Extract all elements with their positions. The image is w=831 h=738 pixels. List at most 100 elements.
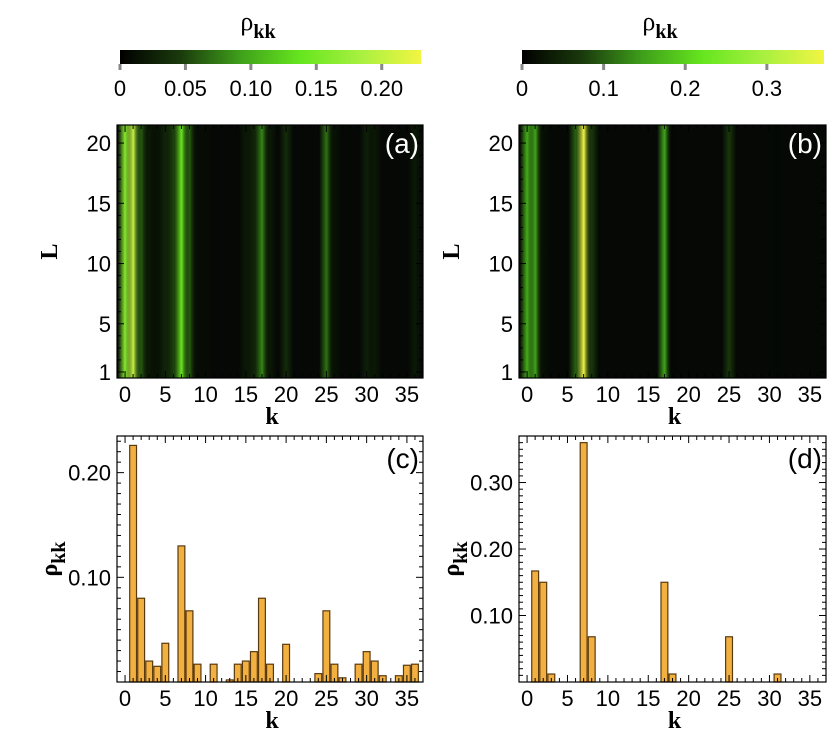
- bar: [322, 610, 331, 683]
- colorbar-tick-label: 0: [516, 76, 528, 101]
- heatmap-stripe: [367, 125, 382, 378]
- y-tick-label: 10: [87, 252, 111, 277]
- x-tick-label: 5: [159, 382, 171, 407]
- x-tick-label: 5: [561, 382, 573, 407]
- x-tick-label: 10: [596, 382, 620, 407]
- x-tick-label: 0: [521, 686, 533, 711]
- y-axis-label: ρkk: [37, 541, 70, 577]
- x-tick-label: 25: [314, 686, 338, 711]
- x-tick-label: 5: [561, 686, 573, 711]
- x-tick-label: 15: [234, 686, 258, 711]
- x-tick-label: 30: [354, 686, 378, 711]
- y-tick-label: 1: [99, 360, 111, 385]
- colorbar-tick-label: 0: [114, 76, 126, 101]
- x-axis-label: k: [265, 708, 279, 734]
- heatmap-stripe: [262, 125, 278, 378]
- heatmap-stripe: [770, 125, 785, 378]
- heatmap-stripe: [665, 125, 680, 378]
- bar: [579, 442, 588, 683]
- colorbar-gradient: [522, 50, 824, 64]
- x-tick-label: 30: [757, 382, 781, 407]
- y-tick-label: 0.20: [470, 537, 513, 562]
- heatmap-stripe: [535, 125, 551, 378]
- colorbar-tick-label: 0.20: [360, 76, 403, 101]
- y-tick-label: 10: [489, 252, 513, 277]
- x-tick-label: 15: [234, 382, 258, 407]
- x-tick-label: 35: [798, 686, 822, 711]
- x-tick-label: 25: [717, 382, 741, 407]
- x-axis-label: k: [668, 404, 682, 430]
- x-tick-label: 20: [676, 686, 700, 711]
- x-tick-label: 20: [676, 382, 700, 407]
- colorbar-b-title: ρkk: [642, 7, 678, 43]
- y-axis-label: L: [37, 243, 63, 259]
- x-tick-label: 35: [395, 382, 419, 407]
- bar-panel-c: 0 5 10 15 20 25 30 35 0.10 0.20 k ρkk (c): [37, 435, 424, 734]
- bar: [531, 570, 540, 683]
- colorbar-a-title: ρkk: [240, 7, 276, 43]
- panel-label: (a): [385, 128, 419, 159]
- bar: [257, 597, 266, 683]
- bar: [137, 597, 146, 683]
- x-tick-label: 30: [354, 382, 378, 407]
- colorbar-b: ρkk 0 0.1 0.2 0.3: [516, 7, 824, 101]
- x-tick-label: 0: [119, 686, 131, 711]
- colorbar-tick-label: 0.1: [588, 76, 619, 101]
- y-axis-label: L: [439, 243, 465, 259]
- x-axis-label: k: [668, 708, 682, 734]
- heatmap-stripe: [721, 125, 737, 378]
- heatmap-stripe: [327, 125, 342, 378]
- x-tick-label: 15: [636, 686, 660, 711]
- x-tick-label: 0: [119, 382, 131, 407]
- heatmap-stripe: [278, 125, 294, 378]
- x-tick-label: 5: [159, 686, 171, 711]
- heatmap-stripe: [584, 125, 599, 378]
- colorbar-gradient: [120, 50, 421, 64]
- plot-frame: [116, 435, 424, 683]
- colorbar-tick-label: 0.2: [670, 76, 701, 101]
- y-axis-label: ρkk: [439, 541, 472, 577]
- plot-frame: [518, 435, 827, 683]
- plot-frame: [116, 124, 424, 379]
- y-tick-label: 0.20: [68, 461, 111, 486]
- bar: [185, 610, 194, 683]
- y-tick-label: 15: [87, 191, 111, 216]
- panel-label: (c): [386, 443, 419, 474]
- x-tick-label: 20: [274, 382, 298, 407]
- bar: [177, 545, 186, 683]
- panel-label: (d): [788, 443, 822, 474]
- colorbar-tick-label: 0.15: [295, 76, 338, 101]
- y-tick-label: 0.10: [68, 565, 111, 590]
- y-tick-label: 20: [489, 131, 513, 156]
- bar: [539, 581, 548, 683]
- y-tick-label: 5: [501, 312, 513, 337]
- y-tick-label: 5: [99, 312, 111, 337]
- y-tick-label: 0.10: [470, 604, 513, 629]
- x-tick-label: 0: [521, 382, 533, 407]
- bar: [129, 444, 138, 683]
- bar: [249, 651, 258, 683]
- colorbar-a: ρkk 0 0.05 0.10 0.15 0.20: [114, 7, 421, 101]
- x-tick-label: 10: [193, 382, 217, 407]
- y-tick-label: 1: [501, 360, 513, 385]
- x-tick-label: 30: [757, 686, 781, 711]
- bar: [587, 636, 596, 683]
- x-tick-label: 35: [395, 686, 419, 711]
- x-tick-label: 10: [193, 686, 217, 711]
- colorbar-tick-label: 0.10: [229, 76, 272, 101]
- x-tick-label: 10: [596, 686, 620, 711]
- x-tick-label: 35: [798, 382, 822, 407]
- plot-frame: [518, 124, 827, 379]
- y-tick-label: 20: [87, 131, 111, 156]
- colorbar-tick-label: 0.05: [164, 76, 207, 101]
- x-tick-label: 20: [274, 686, 298, 711]
- heatmap-stripe: [198, 125, 213, 378]
- x-tick-label: 25: [314, 382, 338, 407]
- panel-label: (b): [788, 128, 822, 159]
- y-tick-label: 15: [489, 191, 513, 216]
- x-tick-label: 15: [636, 382, 660, 407]
- y-tick-label: 0.30: [470, 471, 513, 496]
